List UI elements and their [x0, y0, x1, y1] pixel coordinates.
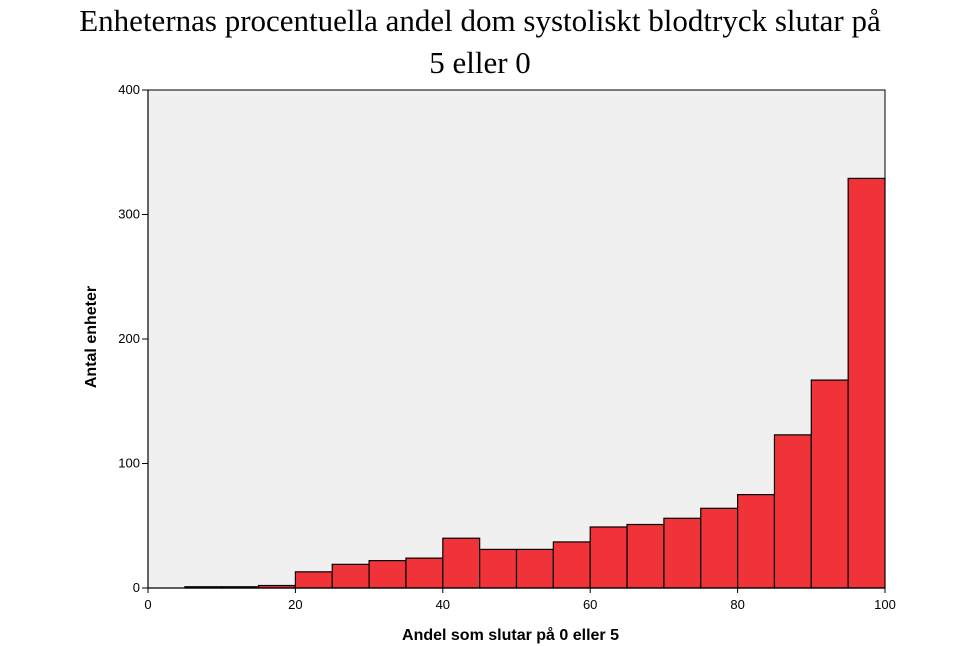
histogram-bar [442, 537, 481, 589]
histogram-bar [773, 434, 812, 589]
y-axis: 0 100 200 300 400 [118, 82, 149, 595]
histogram-bar [552, 541, 591, 589]
x-tick-label: 40 [436, 597, 450, 612]
histogram-bar [847, 177, 886, 589]
histogram-bar [700, 507, 739, 589]
histogram-bar [589, 526, 628, 589]
y-tick-label: 400 [118, 82, 140, 97]
histogram-bar [294, 571, 333, 589]
x-tick-label: 0 [144, 597, 151, 612]
x-axis: 0 20 40 60 80 100 [144, 587, 896, 612]
y-tick-label: 0 [133, 580, 140, 595]
histogram-bar [626, 523, 665, 589]
y-tick-label: 200 [118, 331, 140, 346]
histogram-bar [515, 548, 554, 589]
x-tick-label: 100 [874, 597, 896, 612]
y-tick-label: 300 [118, 207, 140, 222]
histogram-bar [736, 494, 776, 589]
x-axis-label: Andel som slutar på 0 eller 5 [402, 626, 619, 644]
chart-title: Enheternas procentuella andel dom systol… [0, 0, 960, 84]
histogram-bar [663, 517, 702, 589]
x-tick-label: 60 [583, 597, 597, 612]
histogram-bar [331, 563, 370, 589]
chart-title-line-2: 5 eller 0 [429, 45, 531, 80]
histogram-bar [479, 548, 518, 589]
x-tick-label: 80 [730, 597, 744, 612]
chart-title-line-1: Enheternas procentuella andel dom systol… [79, 3, 881, 38]
x-tick-label: 20 [288, 597, 302, 612]
histogram-bar [368, 560, 407, 589]
y-tick-label: 100 [118, 456, 140, 471]
histogram-bar [405, 557, 444, 589]
bars-group [184, 177, 886, 589]
histogram-bar [810, 379, 849, 589]
y-axis-label: Antal enheter [83, 286, 100, 388]
